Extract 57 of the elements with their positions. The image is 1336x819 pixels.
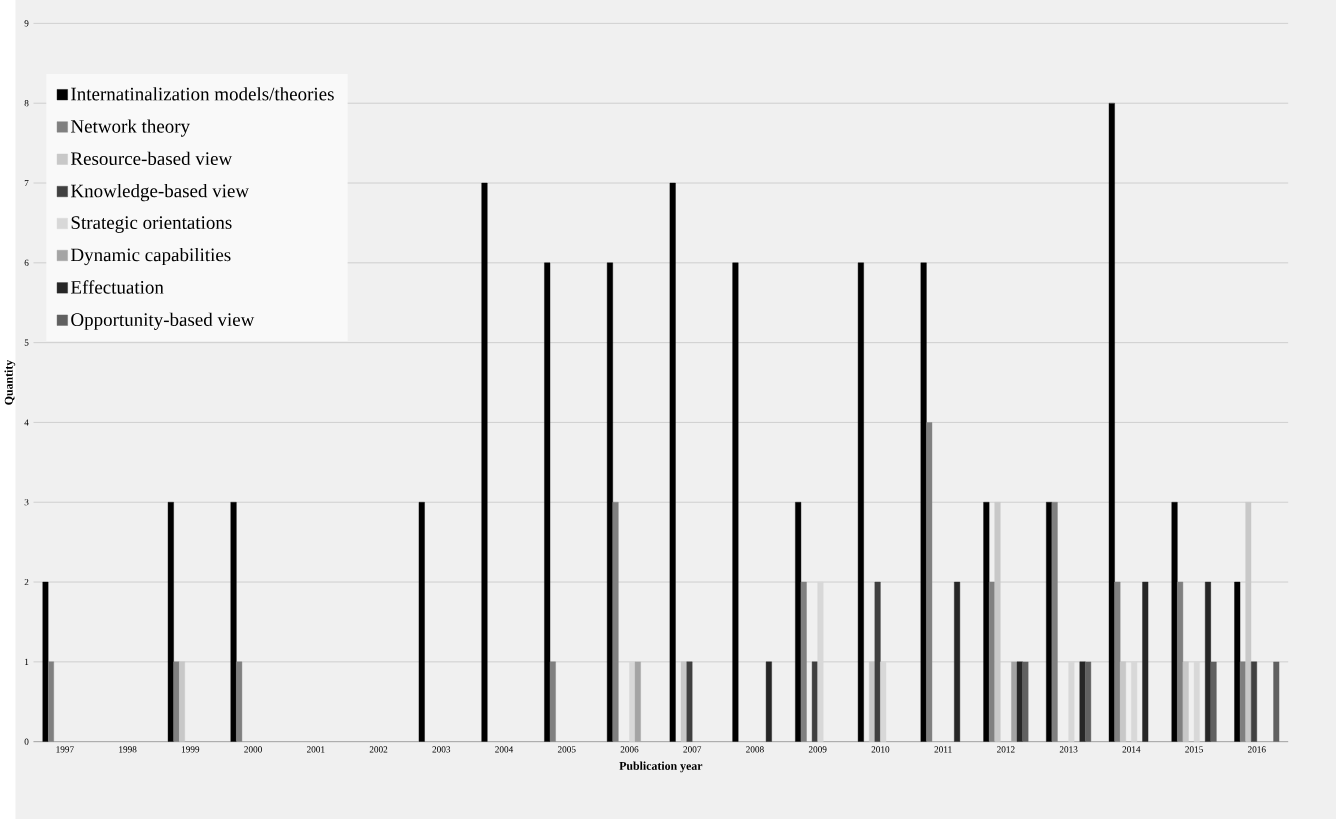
y-tick-label: 9	[24, 20, 29, 27]
legend-label: Internatinalization models/theories	[71, 86, 334, 101]
legend-label: Effectuation	[70, 279, 164, 294]
y-tick-label: 5	[24, 339, 29, 346]
x-tick-label: 2003	[432, 746, 451, 753]
bar	[236, 661, 243, 742]
x-tick-label: 2012	[997, 746, 1015, 753]
x-tick-label: 2001	[307, 746, 325, 753]
x-tick-label: 1997	[56, 746, 74, 753]
x-tick-label: 2011	[934, 746, 952, 753]
bar	[173, 661, 180, 742]
bar	[1182, 661, 1189, 742]
y-tick-label: 7	[24, 179, 29, 186]
y-tick-label: 1	[25, 658, 29, 665]
bar	[1245, 501, 1252, 742]
y-tick-label: 2	[24, 578, 29, 585]
legend-label: Network theory	[70, 119, 190, 137]
y-tick-label: 4	[24, 419, 29, 426]
bar	[612, 501, 619, 742]
legend-label: Strategic orientations	[71, 216, 232, 233]
x-tick-label: 1998	[119, 746, 137, 753]
bar	[926, 422, 933, 742]
y-tick-label: 6	[24, 259, 29, 266]
x-tick-label: 2009	[808, 746, 827, 753]
bar	[1114, 581, 1121, 742]
x-tick-label: 2015	[1185, 746, 1203, 753]
bar	[1051, 501, 1058, 742]
x-axis-title: Publication year	[619, 761, 703, 773]
y-tick-label: 3	[24, 498, 29, 506]
bar	[988, 581, 995, 742]
bar	[178, 661, 185, 742]
bar	[549, 661, 556, 742]
y-tick-label: 0	[24, 738, 29, 745]
y-tick-label: 8	[24, 99, 29, 107]
x-tick-label: 2004	[495, 746, 514, 753]
x-tick-label: 2010	[871, 746, 890, 753]
legend-label: Opportunity-based view	[71, 312, 255, 330]
y-axis-title: Quantity	[4, 359, 16, 405]
x-tick-label: 2013	[1059, 746, 1078, 753]
legend-label: Knowledge-based view	[70, 183, 249, 202]
x-tick-label: 2014	[1122, 746, 1141, 753]
bar	[1177, 581, 1184, 742]
legend-label: Resource-based view	[70, 151, 233, 165]
x-tick-label: 2005	[557, 746, 576, 753]
bar	[994, 501, 1001, 742]
x-tick-label: 2016	[1247, 746, 1266, 753]
bar	[800, 581, 807, 742]
bar	[47, 661, 54, 742]
x-tick-label: 2000	[244, 746, 262, 753]
bar	[1119, 661, 1126, 742]
x-tick-label: 2002	[369, 746, 388, 753]
legend-label: Dynamic capabilities	[70, 247, 231, 265]
x-tick-label: 1999	[181, 746, 200, 753]
bar	[1239, 661, 1246, 742]
x-tick-label: 2006	[620, 746, 639, 753]
x-tick-label: 2008	[746, 746, 764, 753]
x-tick-label: 2007	[683, 746, 702, 753]
